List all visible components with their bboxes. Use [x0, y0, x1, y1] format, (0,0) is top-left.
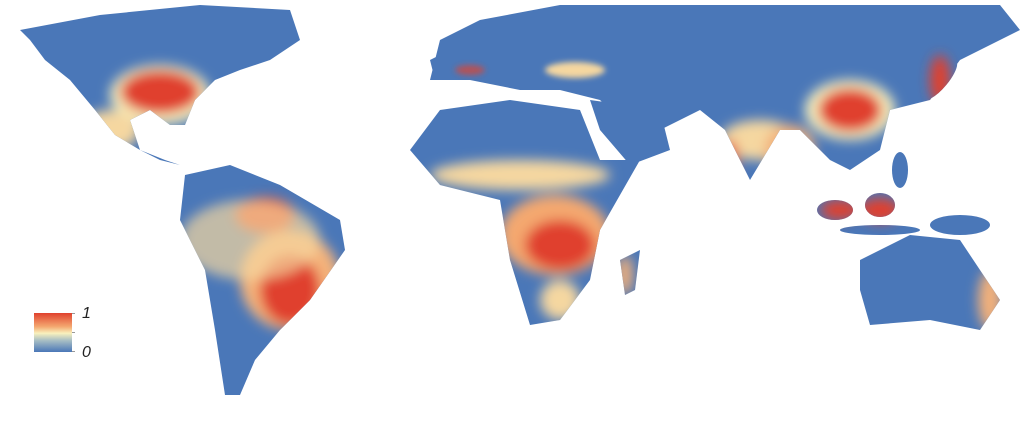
legend-tick-min — [72, 351, 75, 352]
legend-min-label: 0 — [82, 344, 91, 361]
legend-tick-max — [72, 313, 75, 314]
legend-tick-mid — [72, 332, 75, 333]
legend-color-bar — [34, 313, 72, 352]
legend-max-label: 1 — [82, 305, 91, 322]
